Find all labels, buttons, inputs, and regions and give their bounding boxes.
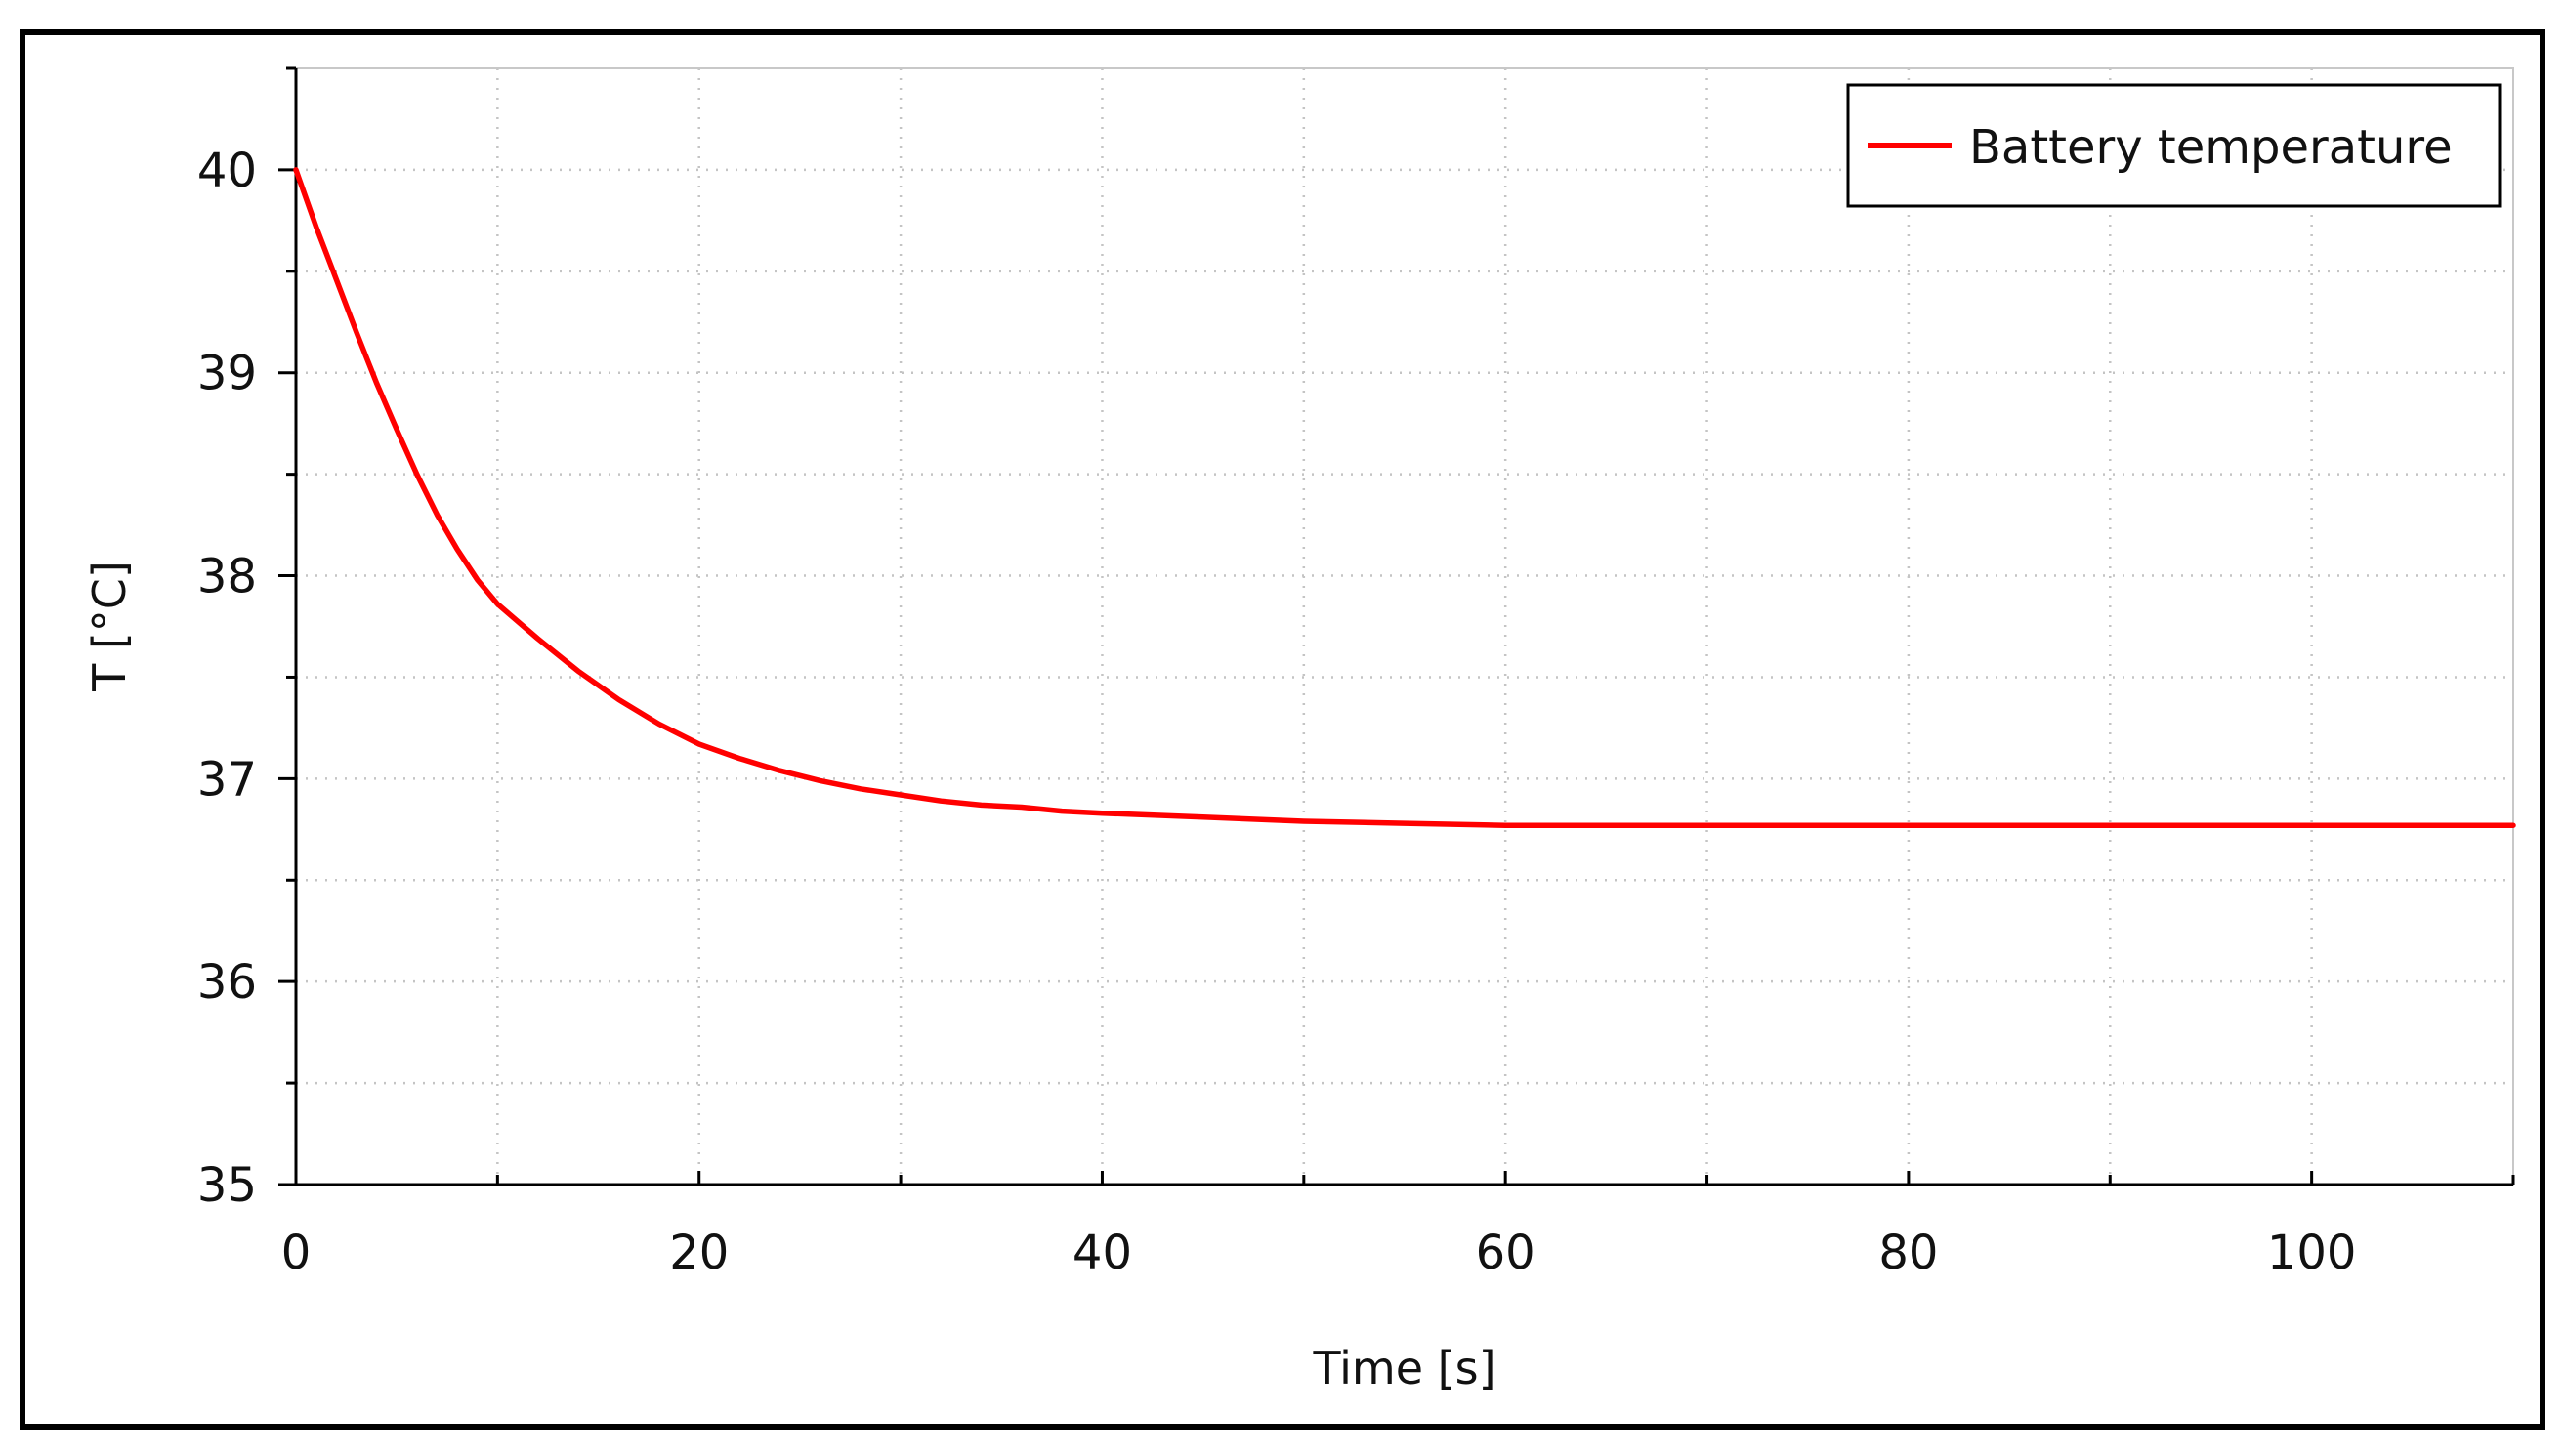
x-tick-label: 60 bbox=[1476, 1226, 1535, 1280]
y-tick-label: 36 bbox=[197, 955, 257, 1010]
grid bbox=[296, 68, 2513, 1185]
tick-labels: 0 20 40 60 80 100 35 36 37 38 39 40 bbox=[197, 144, 2357, 1280]
x-axis-title: Time [s] bbox=[1312, 1342, 1495, 1394]
y-tick-label: 37 bbox=[197, 752, 257, 807]
y-tick-label: 40 bbox=[197, 144, 257, 198]
y-axis-title: T [°C] bbox=[83, 561, 136, 692]
legend-label: Battery temperature bbox=[1969, 120, 2453, 175]
legend: Battery temperature bbox=[1846, 83, 2502, 208]
y-tick-label: 38 bbox=[197, 550, 257, 604]
x-tick-label: 80 bbox=[1878, 1226, 1938, 1280]
x-tick-label: 100 bbox=[2267, 1226, 2357, 1280]
y-tick-label: 35 bbox=[197, 1158, 257, 1213]
axes bbox=[278, 66, 2515, 1186]
series-layer bbox=[293, 167, 2516, 828]
x-tick-label: 40 bbox=[1072, 1226, 1132, 1280]
y-tick-label: 39 bbox=[197, 347, 257, 401]
x-tick-label: 0 bbox=[281, 1226, 312, 1280]
x-tick-label: 20 bbox=[669, 1226, 729, 1280]
battery-temperature-line bbox=[293, 167, 2516, 828]
outer-frame bbox=[20, 29, 2545, 1430]
legend-box bbox=[1846, 83, 2502, 208]
